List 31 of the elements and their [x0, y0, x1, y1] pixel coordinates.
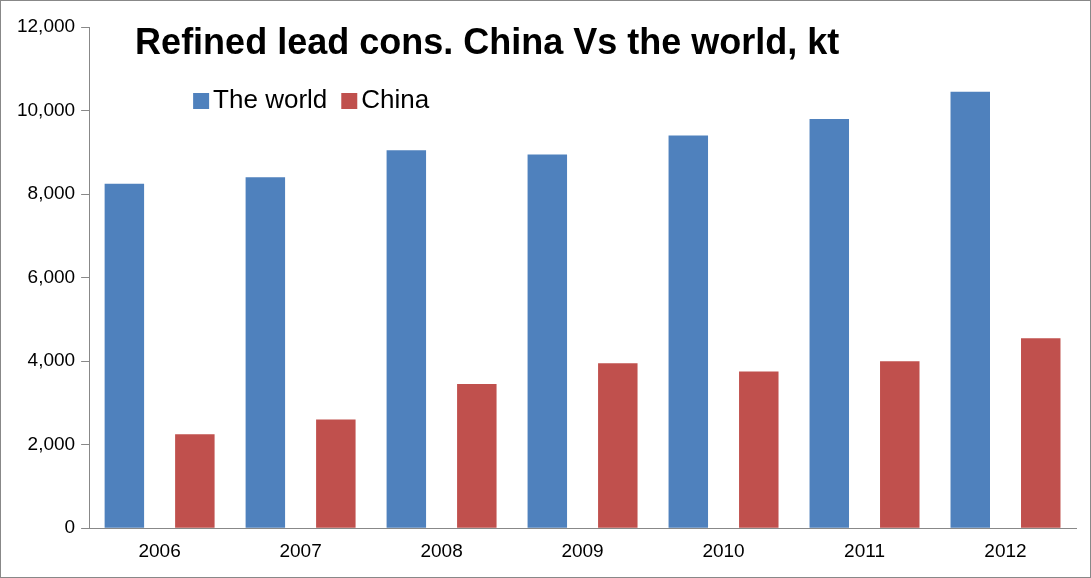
x-tick-label: 2010: [702, 539, 745, 561]
bar: [598, 363, 638, 528]
bar: [527, 154, 568, 528]
y-tick-label: 6,000: [27, 265, 76, 287]
bar: [457, 384, 497, 528]
bar: [950, 91, 990, 528]
x-tick-label: 2012: [984, 539, 1027, 561]
y-tick-label: 2,000: [27, 432, 76, 454]
bar: [739, 371, 779, 528]
y-tick-label: 0: [64, 516, 76, 538]
chart-title: Refined lead cons. China Vs the world, kt: [135, 20, 840, 62]
bar: [668, 135, 709, 528]
bar: [175, 434, 215, 528]
y-tick-label: 10,000: [16, 98, 76, 120]
x-tick-label: 2011: [844, 539, 885, 561]
bar: [1021, 338, 1061, 528]
x-tick-label: 2007: [279, 539, 322, 561]
bar: [809, 118, 850, 528]
legend-label: China: [361, 84, 430, 115]
bar: [880, 361, 920, 528]
y-tick-label: 8,000: [27, 182, 76, 204]
x-tick-label: 2006: [138, 539, 181, 561]
y-tick-label: 12,000: [16, 15, 76, 37]
y-tick-label: 4,000: [27, 349, 76, 371]
x-tick-label: 2008: [420, 539, 463, 561]
bar: [245, 177, 286, 528]
x-tick-label: 2009: [561, 539, 604, 561]
bar: [316, 419, 356, 528]
legend-label: The world: [213, 84, 328, 115]
bar: [386, 150, 427, 528]
bar: [104, 183, 145, 528]
